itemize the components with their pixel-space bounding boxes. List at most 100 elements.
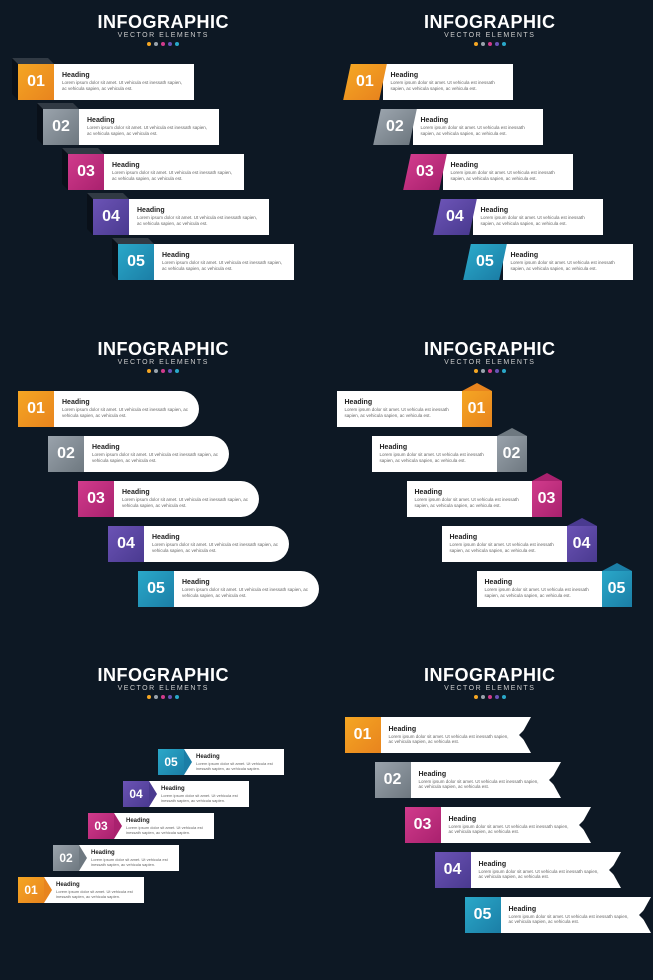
- palette-dot: [168, 695, 172, 699]
- step-number: 01: [354, 726, 372, 744]
- panel-title: INFOGRAPHIC: [0, 665, 327, 686]
- palette-dot: [168, 369, 172, 373]
- step-heading: Heading: [126, 818, 204, 824]
- step-number: 02: [59, 851, 72, 865]
- palette-dot: [147, 42, 151, 46]
- step-number-badge: 02: [53, 845, 79, 871]
- step-heading: Heading: [419, 771, 543, 778]
- panel-title: INFOGRAPHIC: [327, 665, 653, 686]
- palette-dot: [161, 369, 165, 373]
- step-body: HeadingLorem ipsum dolor sit amet. Ut ve…: [174, 571, 319, 607]
- palette-dot: [502, 42, 506, 46]
- step-heading: Heading: [56, 882, 134, 888]
- step-heading: Heading: [481, 207, 595, 214]
- step-body: HeadingLorem ipsum dolor sit amet. Ut ve…: [477, 571, 602, 607]
- steps-container: 01HeadingLorem ipsum dolor sit amet. Ut …: [347, 64, 653, 280]
- step-text: Lorem ipsum dolor sit amet. Ut vehicula …: [479, 869, 603, 880]
- palette-dot: [502, 369, 506, 373]
- step-heading: Heading: [451, 162, 565, 169]
- step-heading: Heading: [509, 906, 633, 913]
- palette-dot: [502, 695, 506, 699]
- palette-dots: [327, 695, 653, 699]
- steps-container: 01HeadingLorem ipsum dolor sit amet. Ut …: [18, 64, 327, 280]
- step-item: 02HeadingLorem ipsum dolor sit amet. Ut …: [48, 436, 327, 472]
- step-number-badge: 05: [138, 571, 174, 607]
- step-body: HeadingLorem ipsum dolor sit amet. Ut ve…: [129, 199, 269, 235]
- step-heading: Heading: [421, 117, 535, 124]
- step-heading: Heading: [196, 754, 274, 760]
- step-number: 03: [416, 163, 434, 181]
- step-number: 03: [414, 816, 432, 834]
- step-item: 03HeadingLorem ipsum dolor sit amet. Ut …: [68, 154, 327, 190]
- step-body: HeadingLorem ipsum dolor sit amet. Ut ve…: [372, 436, 497, 472]
- step-heading: Heading: [92, 444, 221, 451]
- step-number-badge: 03: [78, 481, 114, 517]
- palette-dots: [327, 42, 653, 46]
- step-heading: Heading: [485, 579, 594, 586]
- step-number: 05: [164, 755, 177, 769]
- step-number: 02: [503, 445, 521, 463]
- palette-dot: [495, 695, 499, 699]
- step-item: 04HeadingLorem ipsum dolor sit amet. Ut …: [108, 526, 327, 562]
- infographic-panel: INFOGRAPHICVECTOR ELEMENTS01HeadingLorem…: [0, 0, 327, 327]
- step-number-badge: 01: [18, 877, 44, 903]
- step-text: Lorem ipsum dolor sit amet. Ut vehicula …: [196, 761, 274, 771]
- step-number-badge: 02: [373, 109, 417, 145]
- step-number-badge: 04: [567, 526, 597, 562]
- step-heading: Heading: [112, 162, 236, 169]
- step-heading: Heading: [380, 444, 489, 451]
- step-body: HeadingLorem ipsum dolor sit amet. Ut ve…: [154, 244, 294, 280]
- step-body: HeadingLorem ipsum dolor sit amet. Ut ve…: [503, 244, 633, 280]
- step-text: Lorem ipsum dolor sit amet. Ut vehicula …: [87, 125, 211, 136]
- step-number: 03: [87, 490, 105, 508]
- step-number: 05: [476, 253, 494, 271]
- infographic-panel: INFOGRAPHICVECTOR ELEMENTS01HeadingLorem…: [327, 653, 653, 980]
- step-number-badge: 02: [375, 762, 411, 798]
- step-number: 02: [57, 445, 75, 463]
- steps-container: 01HeadingLorem ipsum dolor sit amet. Ut …: [18, 717, 327, 922]
- step-item: 01HeadingLorem ipsum dolor sit amet. Ut …: [18, 391, 327, 427]
- palette-dot: [488, 369, 492, 373]
- step-heading: Heading: [479, 861, 603, 868]
- panel-subtitle: VECTOR ELEMENTS: [327, 359, 653, 366]
- palette-dot: [495, 369, 499, 373]
- panel-header: INFOGRAPHICVECTOR ELEMENTS: [0, 665, 327, 699]
- step-item: 04HeadingLorem ipsum dolor sit amet. Ut …: [442, 526, 653, 562]
- palette-dot: [488, 42, 492, 46]
- palette-dot: [147, 369, 151, 373]
- step-item: 05 HeadingLorem ipsum dolor sit amet. Ut …: [158, 749, 284, 775]
- step-number-badge: 05: [602, 571, 632, 607]
- panel-header: INFOGRAPHICVECTOR ELEMENTS: [327, 339, 653, 373]
- step-number: 03: [77, 163, 95, 181]
- step-item: 05 HeadingLorem ipsum dolor sit amet. Ut …: [467, 244, 653, 280]
- infographic-panel: INFOGRAPHICVECTOR ELEMENTS 01HeadingLorem…: [327, 0, 653, 327]
- panel-header: INFOGRAPHICVECTOR ELEMENTS: [327, 12, 653, 46]
- step-number: 05: [608, 580, 626, 598]
- step-body: HeadingLorem ipsum dolor sit amet. Ut ve…: [411, 762, 551, 798]
- step-number: 04: [446, 208, 464, 226]
- step-text: Lorem ipsum dolor sit amet. Ut vehicula …: [345, 407, 454, 418]
- step-number-badge: 04: [123, 781, 149, 807]
- step-item: 01HeadingLorem ipsum dolor sit amet. Ut …: [18, 64, 327, 100]
- palette-dot: [481, 42, 485, 46]
- step-number-badge: 04: [435, 852, 471, 888]
- panel-header: INFOGRAPHICVECTOR ELEMENTS: [327, 665, 653, 699]
- panel-title: INFOGRAPHIC: [0, 12, 327, 33]
- palette-dots: [0, 369, 327, 373]
- step-body: HeadingLorem ipsum dolor sit amet. Ut ve…: [54, 64, 194, 100]
- panel-subtitle: VECTOR ELEMENTS: [0, 685, 327, 692]
- panel-title: INFOGRAPHIC: [327, 12, 653, 33]
- step-text: Lorem ipsum dolor sit amet. Ut vehicula …: [62, 407, 191, 418]
- palette-dot: [154, 369, 158, 373]
- step-text: Lorem ipsum dolor sit amet. Ut vehicula …: [380, 452, 489, 463]
- step-heading: Heading: [345, 399, 454, 406]
- step-item: 01HeadingLorem ipsum dolor sit amet. Ut …: [18, 877, 144, 903]
- step-text: Lorem ipsum dolor sit amet. Ut vehicula …: [421, 125, 535, 136]
- step-item: 02HeadingLorem ipsum dolor sit amet. Ut …: [53, 845, 179, 871]
- step-body: HeadingLorem ipsum dolor sit amet. Ut ve…: [473, 199, 603, 235]
- palette-dot: [168, 42, 172, 46]
- palette-dot: [488, 695, 492, 699]
- step-heading: Heading: [391, 72, 505, 79]
- step-heading: Heading: [389, 726, 513, 733]
- step-number: 04: [129, 787, 142, 801]
